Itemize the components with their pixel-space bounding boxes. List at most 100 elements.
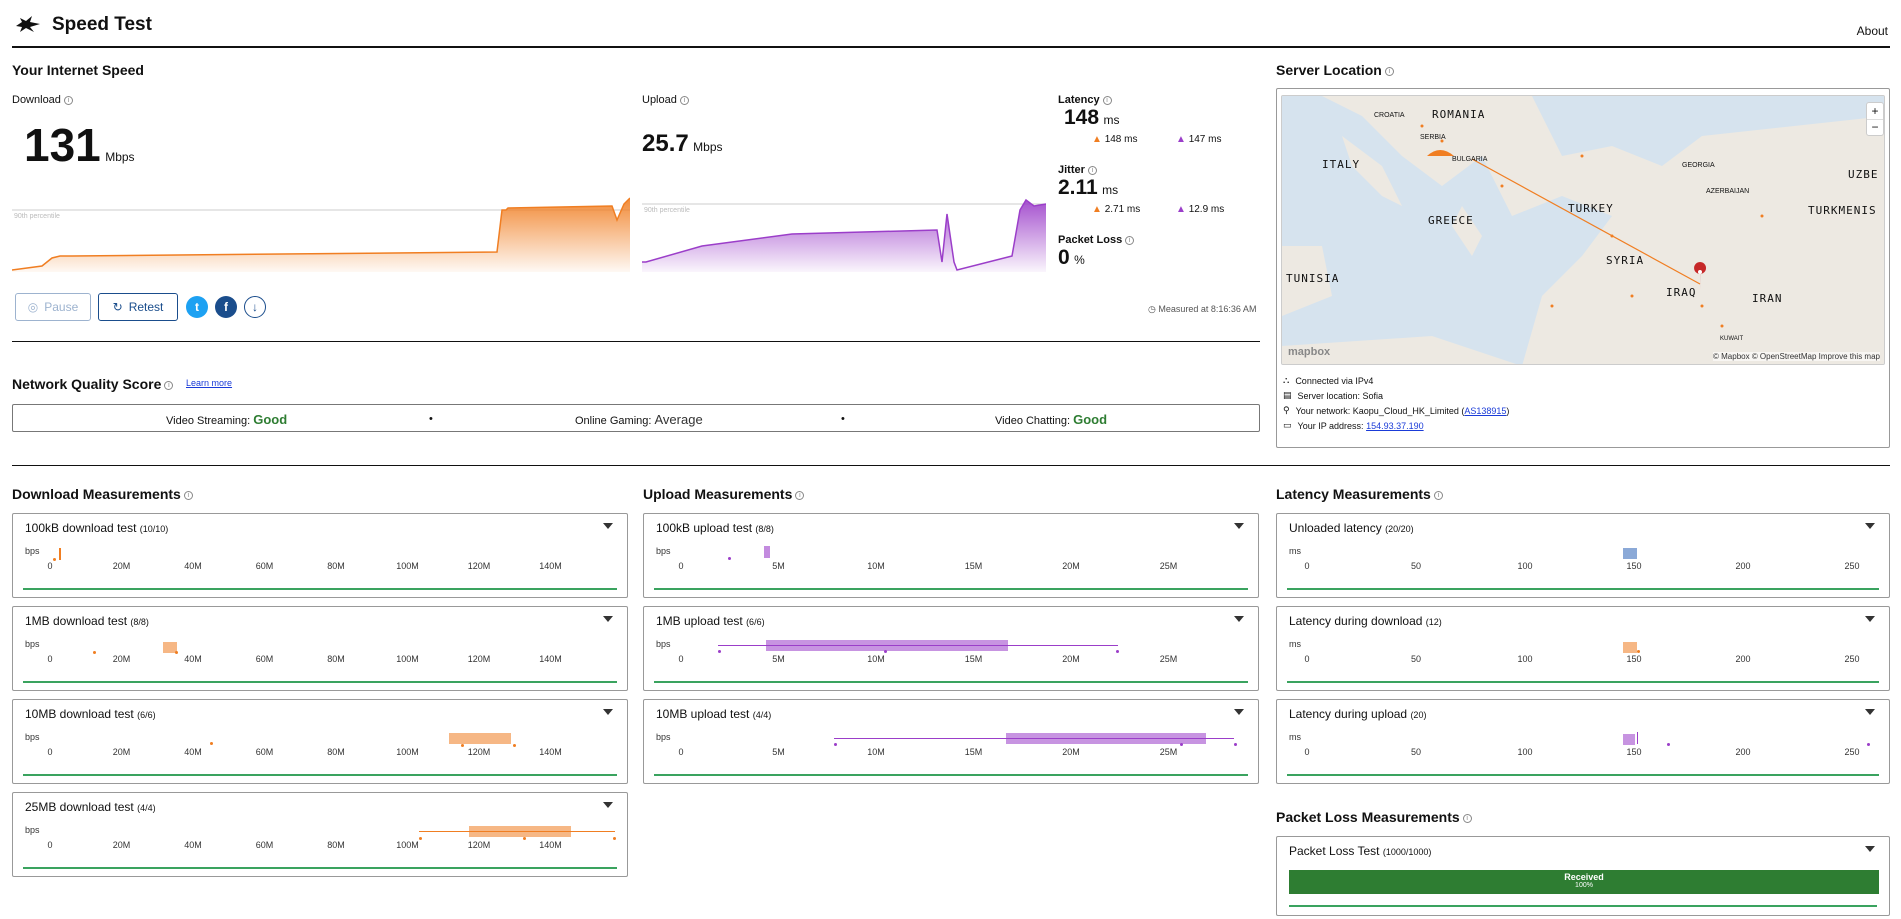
measurement-title: Unloaded latency (20/20) xyxy=(1289,521,1414,535)
axis-tick: 20M xyxy=(1062,654,1080,664)
chevron-down-icon[interactable] xyxy=(1234,523,1244,529)
network-row: ⚲ Your network: Kaopu_Cloud_HK_Limited (A… xyxy=(1283,405,1510,416)
green-baseline xyxy=(654,588,1248,590)
info-icon[interactable]: i xyxy=(1462,813,1472,823)
latency-label: Latency i xyxy=(1058,94,1112,106)
map-graphic xyxy=(1282,96,1884,364)
chevron-down-icon[interactable] xyxy=(603,802,613,808)
data-point xyxy=(523,837,526,840)
measurement-panel[interactable]: 1MB upload test (6/6) bps 0 5M 10M 15M 20M 25M xyxy=(643,606,1259,691)
upload-label: Upload i xyxy=(642,94,689,106)
app-title: Speed Test xyxy=(52,14,152,35)
nqs-box: Video Streaming: Good • Online Gaming: A… xyxy=(12,404,1260,432)
facebook-share-button[interactable]: f xyxy=(215,296,237,318)
twitter-icon: t xyxy=(195,300,199,314)
info-icon[interactable]: i xyxy=(183,490,193,500)
map-attribution[interactable]: © Mapbox © OpenStreetMap Improve this ma… xyxy=(1713,352,1880,361)
about-link[interactable]: About xyxy=(1856,24,1888,38)
chevron-down-icon[interactable] xyxy=(1234,616,1244,622)
info-icon[interactable]: i xyxy=(795,490,805,500)
axis-tick: 40M xyxy=(184,840,202,850)
download-results-button[interactable]: ↓ xyxy=(244,296,266,318)
server-map[interactable]: ROMANIA ITALY GREECE TURKEY SYRIA IRAQ I… xyxy=(1281,95,1885,365)
axis-tick: 0 xyxy=(678,654,684,664)
upload-speed-chart: 90th percentile xyxy=(642,198,1046,272)
data-point xyxy=(1637,650,1640,653)
latency-value: 148 ms xyxy=(1064,106,1120,129)
axis-tick: 50 xyxy=(1410,654,1422,664)
axis-tick: 15M xyxy=(964,561,983,571)
axis-tick: 100 xyxy=(1517,561,1533,571)
axis-tick: 0 xyxy=(1304,654,1310,664)
axis-tick: 20M xyxy=(112,747,131,757)
ip-link[interactable]: 154.93.37.190 xyxy=(1366,420,1424,431)
box-plot xyxy=(469,826,571,837)
info-icon[interactable]: i xyxy=(1384,66,1394,76)
info-icon[interactable]: i xyxy=(1087,165,1097,175)
clock-icon: ◷ xyxy=(1148,304,1156,314)
info-icon[interactable]: i xyxy=(1102,95,1112,105)
axis-tick: 25M xyxy=(1159,747,1178,757)
chevron-down-icon[interactable] xyxy=(603,523,613,529)
data-point xyxy=(175,651,178,654)
axis-tick: 100 xyxy=(1517,654,1533,664)
axis-tick: 0 xyxy=(47,654,53,664)
measurement-panel[interactable]: Latency during download (12) ms 0 50 100 150 2… xyxy=(1276,606,1890,691)
chevron-down-icon[interactable] xyxy=(1865,523,1875,529)
mapbox-logo[interactable]: mapbox xyxy=(1288,346,1331,358)
packet-loss-label: Packet Loss i xyxy=(1058,234,1135,246)
info-icon[interactable]: i xyxy=(1125,235,1135,245)
axis-unit: bps xyxy=(656,732,671,742)
jitter-value: 2.11 ms xyxy=(1058,176,1119,199)
chevron-down-icon[interactable] xyxy=(1865,709,1875,715)
map-label: SYRIA xyxy=(1606,254,1645,267)
axis-unit: bps xyxy=(25,639,40,649)
measurement-panel[interactable]: 100kB download test (10/10) bps 0 20M 40M 60M… xyxy=(12,513,628,598)
as-link[interactable]: AS138915 xyxy=(1464,405,1507,416)
server-info: ⛬ Connected via IPv4 ▤ Server location: So… xyxy=(1283,373,1883,433)
zoom-out-button[interactable]: − xyxy=(1871,120,1879,134)
packet-loss-panel[interactable]: Packet Loss Test (1000/1000) Received 10… xyxy=(1276,836,1890,916)
axis-tick: 40M xyxy=(184,747,202,757)
received-bar-track: Received 100% xyxy=(1289,870,1879,894)
jitter-upload: ▲ 12.9 ms xyxy=(1176,204,1225,215)
measurement-panel[interactable]: Latency during upload (20) ms 0 50 100 150 200… xyxy=(1276,699,1890,784)
measurement-panel[interactable]: 25MB download test (4/4) bps 0 20M 40M 60M 80M… xyxy=(12,792,628,877)
upload-arrow-icon: ▲ xyxy=(1176,204,1186,215)
info-icon[interactable]: i xyxy=(164,380,174,390)
measurement-panel[interactable]: 1MB download test (8/8) bps 0 20M 40M 60M 80M 1… xyxy=(12,606,628,691)
packet-loss-value: 0 % xyxy=(1058,246,1085,269)
axis-tick: 100M xyxy=(396,840,419,850)
chevron-down-icon[interactable] xyxy=(1234,709,1244,715)
measurement-panel[interactable]: 10MB download test (6/6) bps 0 20M 40M 60M 80M… xyxy=(12,699,628,784)
learn-more-link[interactable]: Learn more xyxy=(186,378,233,388)
measurement-panel[interactable]: 10MB upload test (4/4) bps 0 5M 10M 15M 20M 25M xyxy=(643,699,1259,784)
facebook-icon: f xyxy=(224,300,228,314)
zoom-in-button[interactable]: + xyxy=(1867,103,1883,120)
retest-button[interactable]: ↻ Retest xyxy=(98,293,178,321)
axis-tick: 120M xyxy=(467,561,491,571)
axis-tick: 0 xyxy=(47,840,53,850)
map-label: ITALY xyxy=(1322,158,1361,171)
axis-tick: 140M xyxy=(539,561,562,571)
green-baseline xyxy=(1287,774,1879,776)
speed-section-title: Your Internet Speed xyxy=(12,62,144,78)
twitter-share-button[interactable]: t xyxy=(186,296,208,318)
info-icon[interactable]: i xyxy=(63,95,73,105)
info-icon[interactable]: i xyxy=(679,95,689,105)
axis-tick: 80M xyxy=(327,840,345,850)
axis-unit: bps xyxy=(656,639,671,649)
measurement-panel[interactable]: 100kB upload test (8/8) bps 0 5M 10M 15M 20M 25… xyxy=(643,513,1259,598)
map-label: UZBE xyxy=(1848,168,1879,181)
pause-button[interactable]: ◎ Pause xyxy=(15,293,91,321)
data-point xyxy=(1234,743,1237,746)
chevron-down-icon[interactable] xyxy=(1865,616,1875,622)
chevron-down-icon[interactable] xyxy=(603,616,613,622)
green-baseline xyxy=(23,681,617,683)
info-icon[interactable]: i xyxy=(1433,490,1443,500)
chevron-down-icon[interactable] xyxy=(603,709,613,715)
measurement-panel[interactable]: Unloaded latency (20/20) ms 0 50 100 150 200 25… xyxy=(1276,513,1890,598)
axis-tick: 120M xyxy=(467,654,491,664)
chevron-down-icon[interactable] xyxy=(1865,846,1875,852)
jitter-download: ▲ 2.71 ms xyxy=(1092,204,1141,215)
